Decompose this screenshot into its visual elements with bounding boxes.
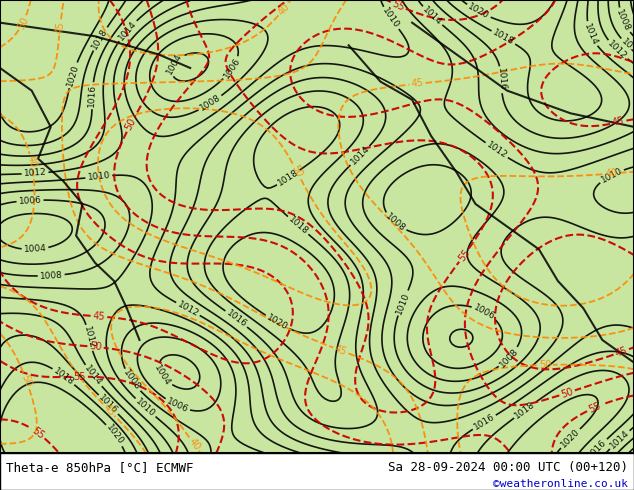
Text: 45: 45 xyxy=(614,345,629,359)
Text: Sa 28-09-2024 00:00 UTC (00+120): Sa 28-09-2024 00:00 UTC (00+120) xyxy=(387,462,628,474)
Text: 1018: 1018 xyxy=(90,26,110,51)
Text: 1014: 1014 xyxy=(608,429,631,451)
Text: 1006: 1006 xyxy=(472,302,496,321)
Text: 1016: 1016 xyxy=(87,84,98,107)
Text: 1010: 1010 xyxy=(394,291,411,315)
Text: 50: 50 xyxy=(16,15,30,30)
Text: 1004: 1004 xyxy=(153,364,172,388)
Text: 1012: 1012 xyxy=(606,39,629,61)
Text: 1020: 1020 xyxy=(265,313,289,332)
Text: 1020: 1020 xyxy=(559,427,581,450)
Text: 1006: 1006 xyxy=(18,196,42,206)
Text: 50: 50 xyxy=(560,386,574,399)
Text: 1018: 1018 xyxy=(276,168,301,188)
Text: 1018: 1018 xyxy=(491,28,515,47)
Text: 1016: 1016 xyxy=(496,68,507,92)
Text: 1014: 1014 xyxy=(349,145,372,167)
Text: 1012: 1012 xyxy=(176,299,200,318)
Text: 55: 55 xyxy=(391,0,406,13)
Text: 1010: 1010 xyxy=(380,6,401,30)
Text: 1004: 1004 xyxy=(165,51,184,76)
Text: 45: 45 xyxy=(411,78,424,90)
Text: 1006: 1006 xyxy=(222,56,242,80)
Text: Theta-e 850hPa [°C] ECMWF: Theta-e 850hPa [°C] ECMWF xyxy=(6,462,194,474)
Text: 55: 55 xyxy=(456,247,472,263)
Text: 40: 40 xyxy=(276,1,291,17)
Text: 40: 40 xyxy=(186,436,202,452)
Text: 1014: 1014 xyxy=(82,364,104,388)
Text: 1018: 1018 xyxy=(52,366,75,387)
Text: 1016: 1016 xyxy=(586,437,609,460)
Text: 1016: 1016 xyxy=(224,308,248,329)
Text: 45: 45 xyxy=(92,311,105,322)
Text: 50: 50 xyxy=(123,117,138,132)
Text: 1010: 1010 xyxy=(134,396,157,419)
Text: ©weatheronline.co.uk: ©weatheronline.co.uk xyxy=(493,480,628,490)
Text: 1008: 1008 xyxy=(122,368,142,392)
Text: 50: 50 xyxy=(538,360,551,370)
Text: 1004: 1004 xyxy=(23,244,47,254)
Text: 55: 55 xyxy=(74,372,86,382)
Text: 1016: 1016 xyxy=(97,393,120,416)
Text: 50: 50 xyxy=(20,373,33,388)
Text: 55: 55 xyxy=(30,425,46,441)
Text: 1018: 1018 xyxy=(287,215,310,236)
Text: 45: 45 xyxy=(333,343,349,357)
Text: 1010: 1010 xyxy=(619,37,634,59)
Text: 45: 45 xyxy=(101,402,117,418)
Text: 1008: 1008 xyxy=(39,270,63,281)
Text: 1014: 1014 xyxy=(421,5,444,27)
Text: 1020: 1020 xyxy=(467,2,491,21)
Text: 1012: 1012 xyxy=(484,140,508,160)
Text: 40: 40 xyxy=(605,168,618,179)
Text: 1006: 1006 xyxy=(165,396,190,415)
Text: 45: 45 xyxy=(55,21,66,34)
Text: 1012: 1012 xyxy=(82,326,96,350)
Text: 40: 40 xyxy=(25,155,37,169)
Text: 1014: 1014 xyxy=(582,22,599,47)
Text: 1008: 1008 xyxy=(614,8,632,33)
Text: 1010: 1010 xyxy=(87,171,111,182)
Text: 1018: 1018 xyxy=(513,399,537,420)
Text: 1008: 1008 xyxy=(498,346,520,369)
Text: 1010: 1010 xyxy=(599,166,624,185)
Text: 1020: 1020 xyxy=(65,63,81,87)
Text: 1016: 1016 xyxy=(472,413,496,432)
Text: 1008: 1008 xyxy=(384,212,406,234)
Text: 1012: 1012 xyxy=(23,168,47,178)
Text: 45: 45 xyxy=(611,116,625,128)
Text: 1020: 1020 xyxy=(104,423,125,447)
Text: 50: 50 xyxy=(89,342,102,352)
Text: 50: 50 xyxy=(289,163,304,179)
Text: 1008: 1008 xyxy=(198,93,223,113)
Text: 1014: 1014 xyxy=(117,19,138,42)
Text: 55: 55 xyxy=(586,401,602,415)
